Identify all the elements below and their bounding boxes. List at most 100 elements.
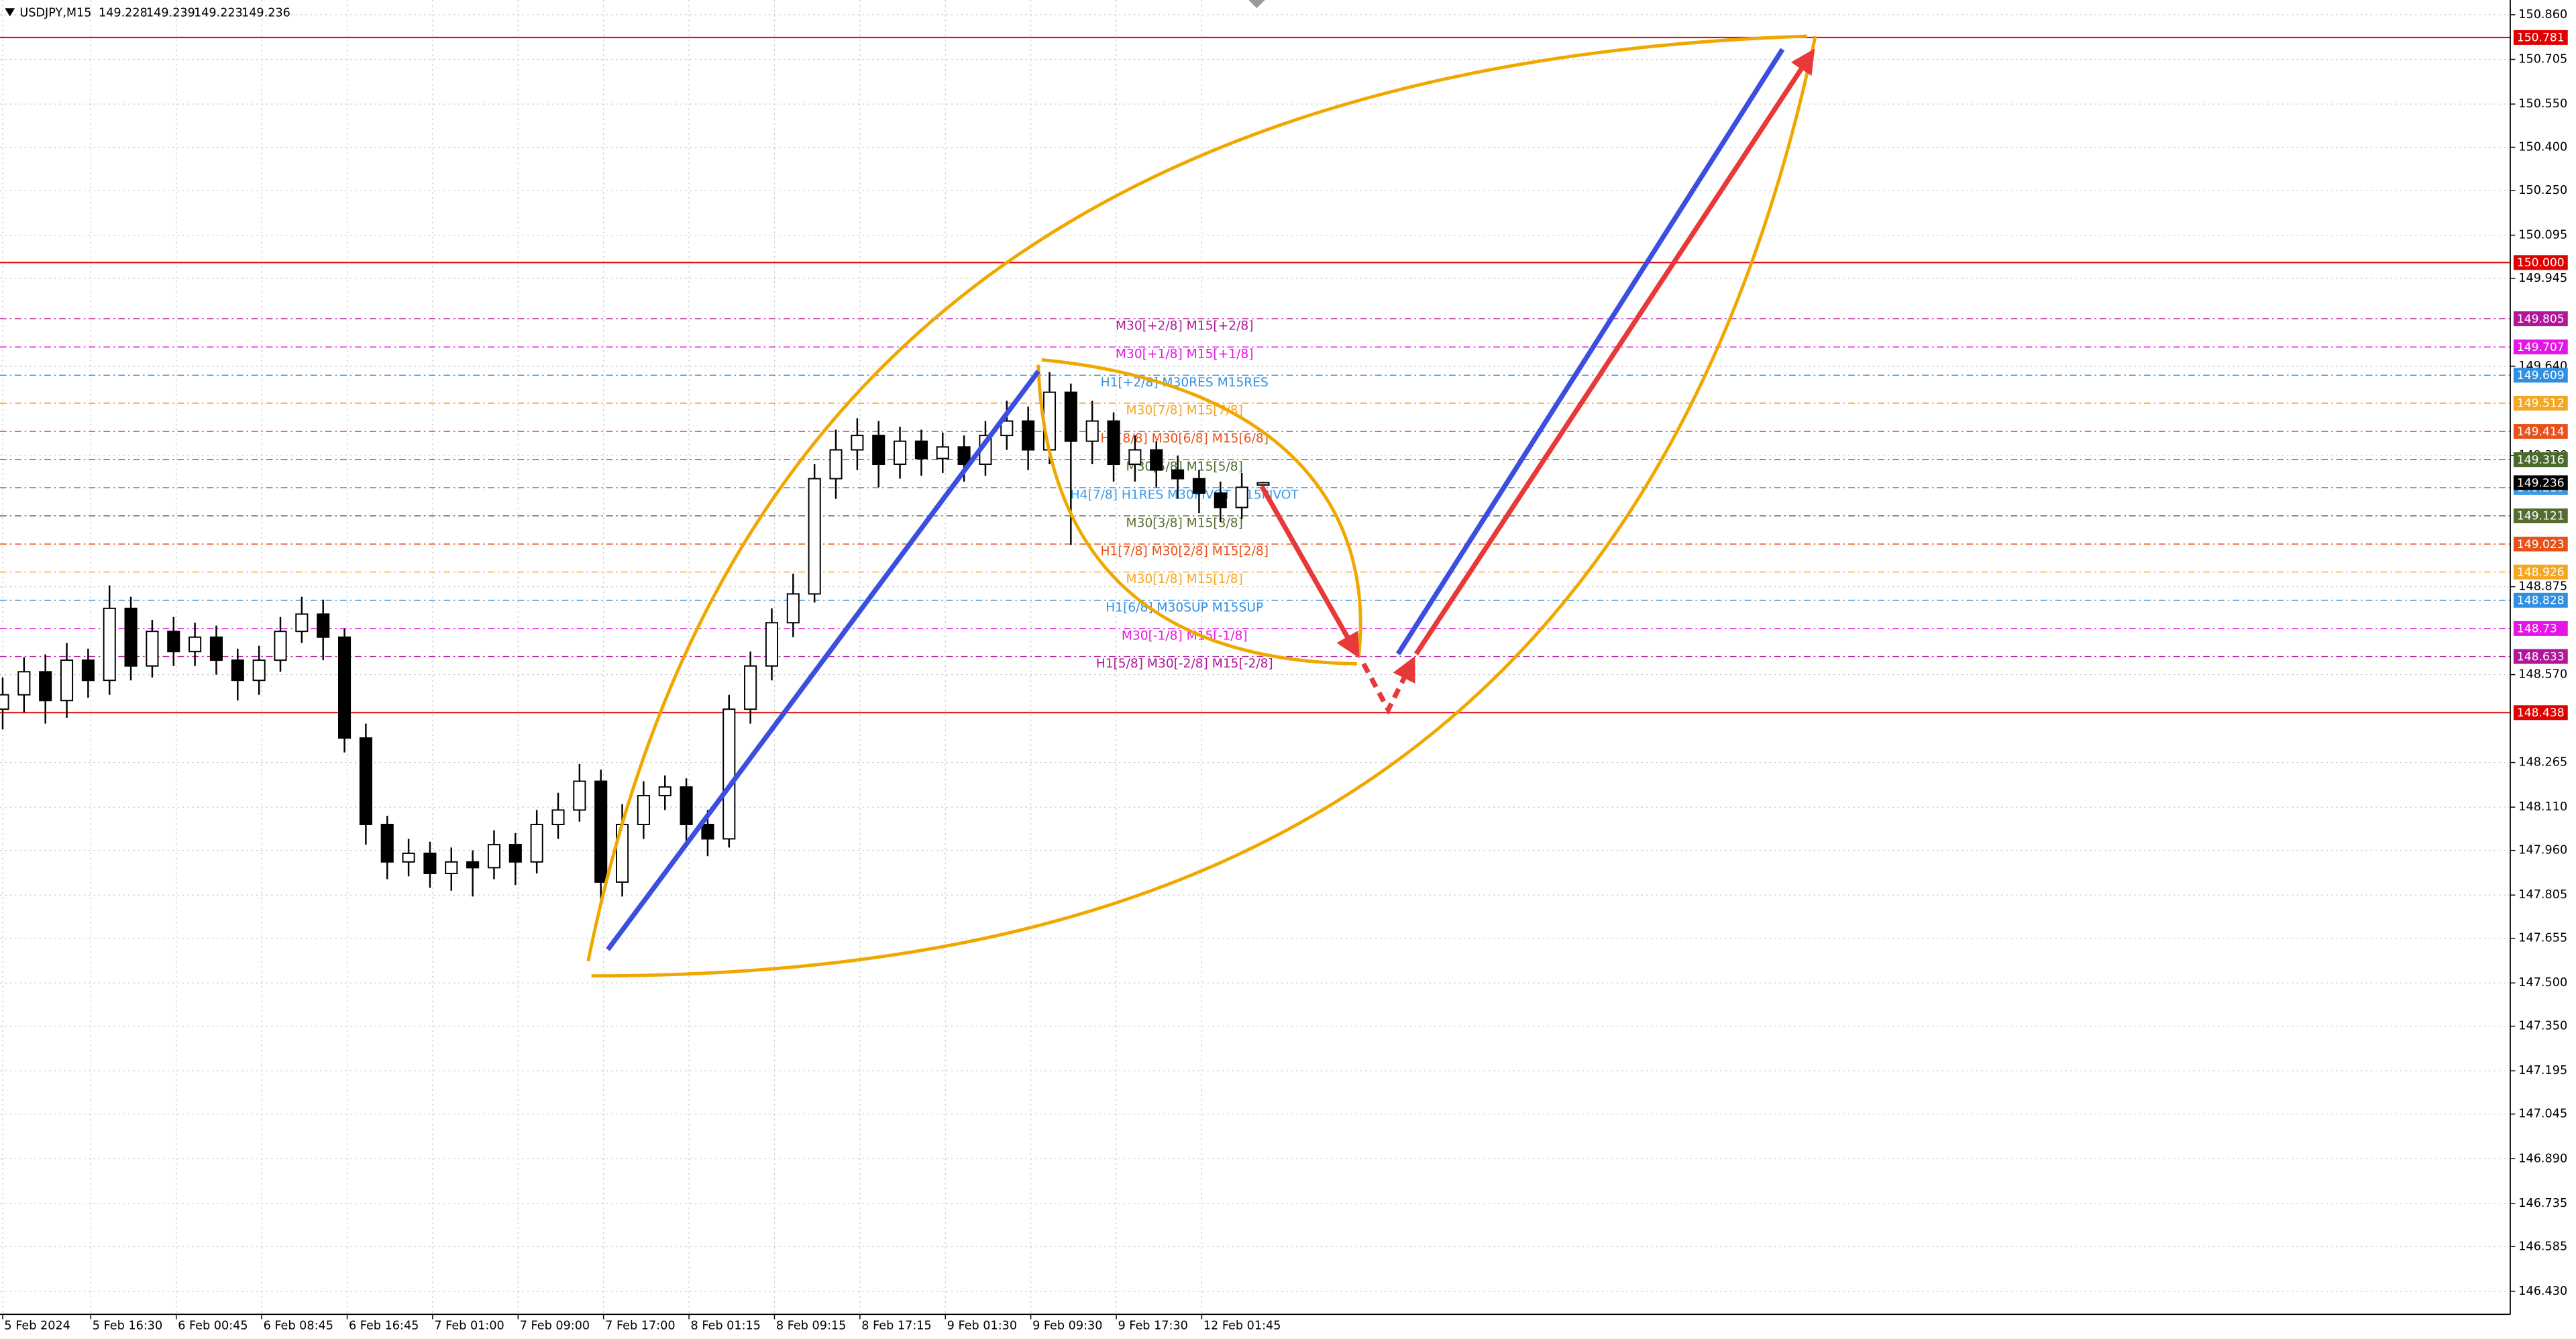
y-tick-label: 146.430 [2518,1285,2567,1298]
arrow-up [1413,48,1815,655]
candle-body [680,786,693,825]
candle-body [936,446,949,460]
level-tag [2513,592,2568,608]
candle-body [786,593,800,624]
y-tick-label: 149.945 [2518,272,2567,285]
level-tag-label: 149.316 [2517,453,2565,467]
level-tag-label: 148.73 [2517,623,2557,636]
x-tick-label: 5 Feb 16:30 [93,1319,162,1332]
candle-body [765,622,779,667]
level-label: H1[5/8] M30[-2/8] M15[-2/8] [1096,657,1273,671]
candle-body [744,665,757,710]
level-tag [2513,621,2568,636]
y-tick-label: 148.875 [2518,580,2567,594]
x-tick-label: 8 Feb 09:15 [776,1319,846,1332]
candle-body [722,708,736,840]
level-tag [2513,564,2568,580]
level-tag-label: 149.609 [2517,369,2565,382]
candle-body [508,844,522,863]
candle-body [487,844,501,869]
candle-body [1107,420,1120,466]
x-tick-label: 9 Feb 17:30 [1118,1319,1187,1332]
y-tick-label: 146.890 [2518,1152,2567,1165]
arrow-dashed [1361,655,1415,715]
level-tag-label: 149.512 [2517,397,2565,411]
candle-body [573,780,586,811]
level-tag-label: 149.805 [2517,313,2565,326]
level-tag [2513,705,2568,720]
level-tag [2513,424,2568,439]
low-price: 149.223 [194,7,243,20]
level-tag-label: 149.707 [2517,341,2565,354]
level-label: M30[+1/8] M15[+1/8] [1116,347,1254,362]
level-tag [2513,537,2568,552]
candle-body [17,671,31,696]
close-price: 149.236 [241,7,290,20]
y-tick-label: 150.095 [2518,229,2567,242]
x-tick-label: 7 Feb 17:00 [605,1319,675,1332]
candle-body [359,737,372,825]
candle-body [658,786,672,797]
candle-body [295,613,309,633]
candle-body [167,631,180,653]
candle-body [466,861,480,869]
candle-body [1235,486,1248,508]
candles [0,372,1270,906]
y-tick-label: 146.585 [2518,1240,2567,1253]
high-price: 149.239 [146,7,195,20]
candle-body [317,613,330,638]
candle-body [124,607,138,667]
candle-body [39,671,52,702]
level-tag [2513,255,2568,270]
level-tag [2513,339,2568,355]
level-tag [2513,311,2568,327]
y-tick-label: 147.655 [2518,932,2567,945]
level-label: H1[8/8] M30[6/8] M15[6/8] [1100,432,1269,446]
shift-marker [1248,0,1265,9]
y-tick-label: 150.705 [2518,53,2567,66]
level-label: M30[1/8] M15[1/8] [1126,572,1243,586]
y-tick-label: 147.350 [2518,1020,2567,1033]
header: USDJPY,M15 149.228 149.239 149.223 149.2… [5,7,290,20]
price-scale-bg [2510,0,2576,1339]
candle-body [209,636,223,661]
y-tick-label: 150.250 [2518,184,2567,197]
level-tag-label: 149.121 [2517,510,2565,523]
level-tag-label: 148.633 [2517,650,2565,663]
candle-body [103,607,116,682]
y-tick-label: 147.195 [2518,1064,2567,1077]
level-label: M30[3/8] M15[3/8] [1126,516,1243,530]
candle-body [914,440,928,460]
candle-body [274,631,287,661]
candle-body [1128,449,1142,466]
y-tick-label: 147.045 [2518,1108,2567,1121]
y-tick-label: 150.860 [2518,8,2567,21]
candle-body [146,631,159,667]
level-label: H1[7/8] M30[2/8] M15[2/8] [1100,545,1269,559]
candle-body [894,440,907,466]
candle-body [551,809,565,825]
x-tick-label: 8 Feb 01:15 [691,1319,761,1332]
y-tick-label: 150.550 [2518,97,2567,111]
y-tick-label: 150.400 [2518,141,2567,154]
candle-body [1000,420,1014,437]
x-tick-label: 6 Feb 16:45 [349,1319,419,1332]
candle-body [1214,492,1227,508]
candle-body [1064,391,1077,442]
candle-body [445,861,458,874]
trend-line [606,370,1040,951]
symbol: USDJPY,M15 [19,7,91,20]
candle-body [1171,469,1185,480]
level-tag-label: 148.926 [2517,566,2565,579]
level-label: M30[-1/8] M15[-1/8] [1122,629,1248,643]
candle-body [1085,420,1099,442]
candle-body [872,435,885,466]
level-tag [2513,452,2568,468]
arc-small-upper [1041,358,1362,657]
x-tick-label: 7 Feb 09:00 [520,1319,590,1332]
level-tag-label: 150.000 [2517,256,2565,270]
level-tag-label: 150.781 [2517,32,2565,45]
candle-body [402,852,415,863]
